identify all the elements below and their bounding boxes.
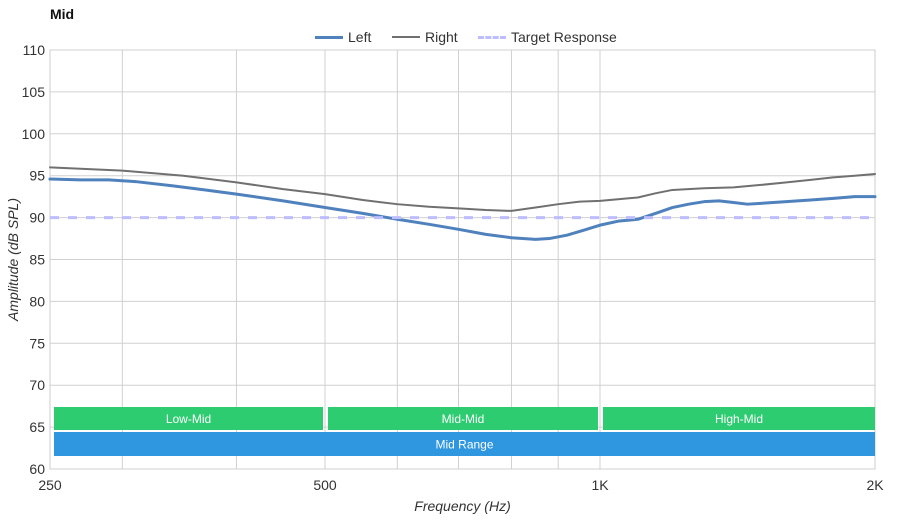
range-band-mid-range: [54, 432, 875, 456]
y-tick-label: 105: [22, 84, 46, 100]
y-tick-label: 65: [29, 419, 45, 435]
chart-title: Mid: [50, 6, 75, 22]
y-tick-label: 60: [29, 461, 45, 477]
x-tick-label: 1K: [591, 477, 609, 493]
legend-swatch-right: [392, 36, 420, 38]
series-line-left: [48, 177, 877, 241]
legend-label-target: Target Response: [511, 29, 617, 45]
y-tick-label: 100: [22, 126, 46, 142]
range-band-label: Mid Range: [435, 438, 493, 452]
range-band-high-mid: [603, 407, 875, 430]
y-axis-label: Amplitude (dB SPL): [5, 198, 21, 322]
legend-swatch-left: [315, 35, 343, 39]
legend-swatch-target: [478, 35, 506, 39]
legend-label-left: Left: [348, 29, 372, 45]
legend-item-left[interactable]: Left: [315, 27, 371, 47]
legend-item-right[interactable]: Right: [392, 27, 458, 47]
y-tick-label: 70: [29, 377, 45, 393]
legend-item-target[interactable]: Target Response: [478, 27, 617, 47]
y-tick-label: 80: [29, 293, 45, 309]
x-tick-label: 250: [38, 477, 62, 493]
range-band-label: High-Mid: [715, 412, 763, 426]
series-line-right: [49, 166, 876, 212]
range-band-mid-mid: [328, 407, 598, 430]
range-band-label: Low-Mid: [166, 412, 211, 426]
y-tick-label: 75: [29, 335, 45, 351]
x-tick-label: 2K: [866, 477, 884, 493]
y-tick-label: 90: [29, 210, 45, 226]
range-band-low-mid: [54, 407, 323, 430]
y-tick-label: 95: [29, 168, 45, 184]
range-band-label: Mid-Mid: [442, 412, 485, 426]
y-tick-label: 110: [23, 42, 46, 58]
x-axis-label: Frequency (Hz): [414, 498, 510, 514]
legend-label-right: Right: [425, 29, 458, 45]
x-tick-label: 500: [313, 477, 337, 493]
y-tick-label: 85: [29, 252, 45, 268]
chart-legend: Left Right Target Response: [0, 27, 900, 47]
